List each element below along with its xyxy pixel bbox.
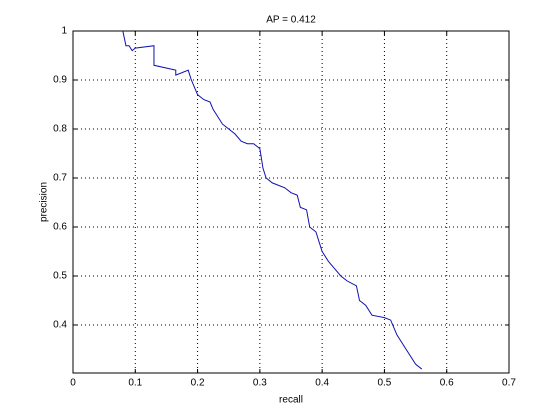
x-axis-label: recall bbox=[279, 395, 303, 406]
x-tick-label: 0.7 bbox=[502, 378, 516, 389]
y-tick-label: 0.8 bbox=[53, 124, 67, 135]
y-tick-label: 0.5 bbox=[53, 271, 67, 282]
y-axis-label: precision bbox=[39, 182, 50, 222]
x-tick-label: 0.1 bbox=[128, 378, 142, 389]
x-tick-label: 0.3 bbox=[253, 378, 267, 389]
x-tick-label: 0.5 bbox=[377, 378, 391, 389]
x-tick-label: 0 bbox=[70, 378, 76, 389]
y-tick-label: 0.6 bbox=[53, 222, 67, 233]
y-tick-label: 0.4 bbox=[53, 320, 67, 331]
chart-title: AP = 0.412 bbox=[266, 15, 316, 26]
x-tick-label: 0.6 bbox=[440, 378, 454, 389]
y-tick-label: 1 bbox=[61, 26, 67, 37]
x-tick-label: 0.2 bbox=[191, 378, 205, 389]
precision-recall-line bbox=[122, 31, 423, 370]
y-tick-label: 0.9 bbox=[53, 75, 67, 86]
y-tick-label: 0.7 bbox=[53, 173, 67, 184]
x-tick-label: 0.4 bbox=[315, 378, 329, 389]
plot-area bbox=[72, 30, 510, 374]
